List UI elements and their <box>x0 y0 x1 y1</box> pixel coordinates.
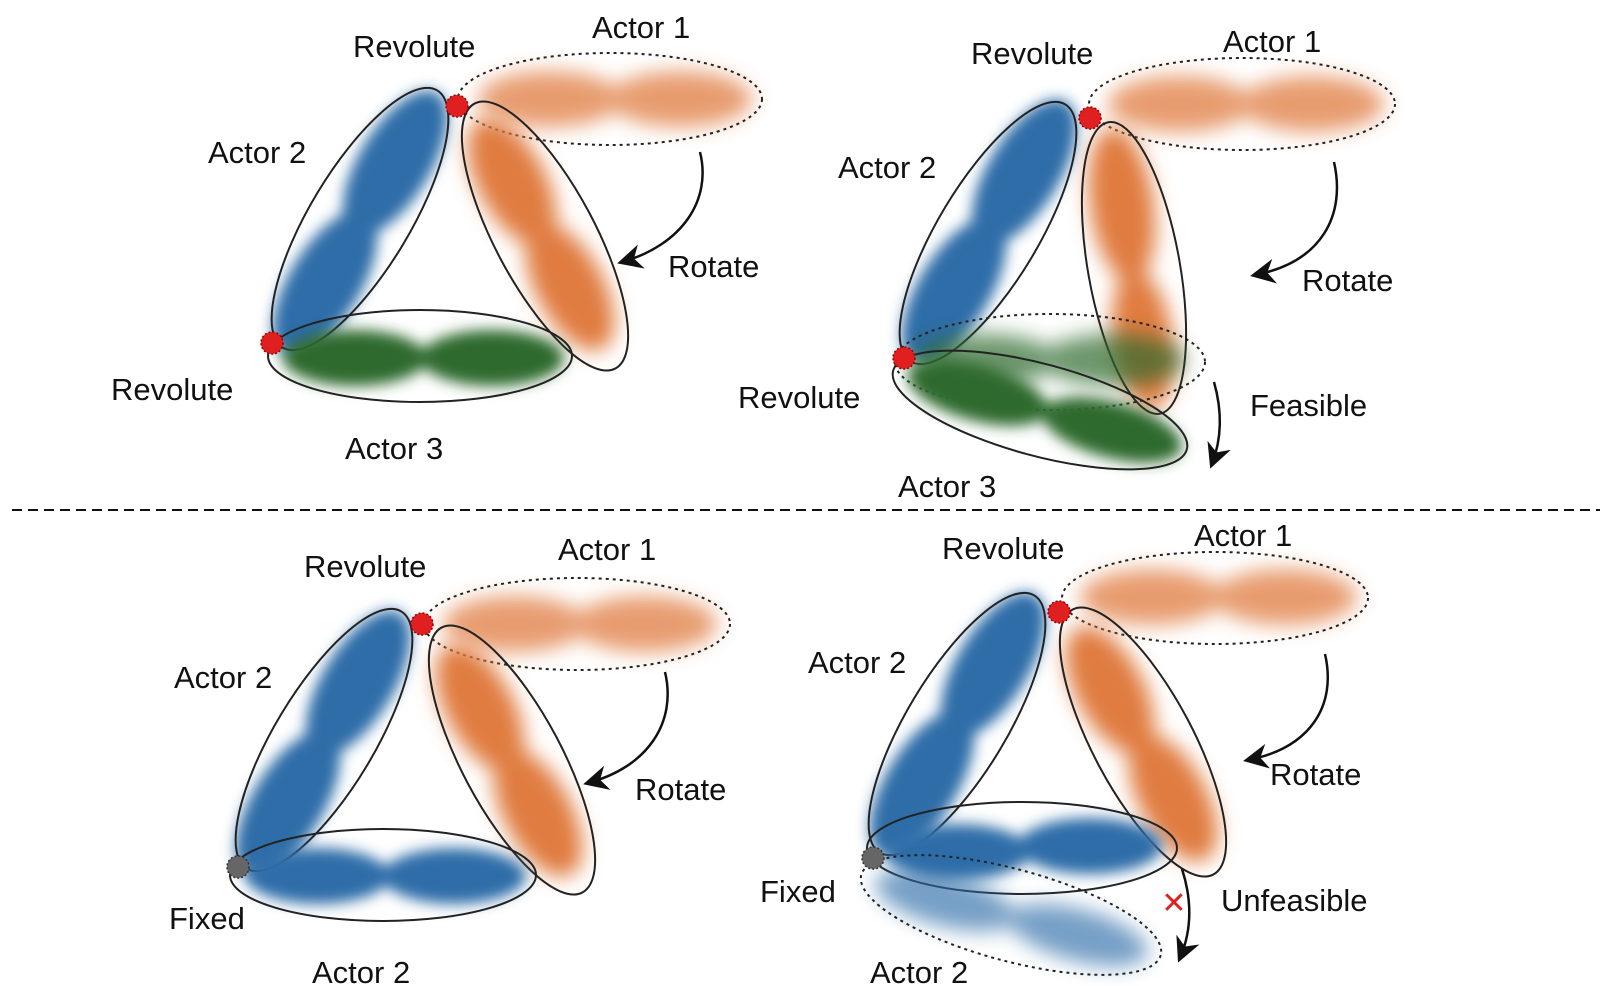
rotate-arrow-icon <box>583 671 669 790</box>
unfeasible-arrow-icon <box>1176 868 1200 963</box>
revolute-label: Revolute <box>942 531 1064 566</box>
panel-top-right: Actor 1 Revolute Actor 2 Rotate Revolute… <box>738 24 1396 504</box>
rotate-arrow-icon <box>617 151 704 269</box>
actor3-label: Actor 3 <box>898 469 996 504</box>
actor3-label: Actor 3 <box>345 431 443 466</box>
fixed-joint-icon <box>226 855 250 879</box>
rotate-label: Rotate <box>1302 263 1393 298</box>
actor1-label: Actor 1 <box>558 532 656 567</box>
actor3-link <box>267 309 573 403</box>
actor1-rotated-link <box>460 100 630 372</box>
actor1-horizontal-link <box>1088 57 1396 151</box>
revolute-joint-icon <box>410 612 434 636</box>
actor1-horizontal-link <box>1061 551 1369 645</box>
fixed-label: Fixed <box>760 874 836 909</box>
actor2-label: Actor 2 <box>174 660 272 695</box>
actor2-lower-link <box>866 801 1178 895</box>
panel-bottom-right: ✕ Actor 1 Revolute Actor 2 Rotate Fixed … <box>760 518 1369 986</box>
actor2-link <box>270 86 450 356</box>
actor1-label: Actor 1 <box>1223 24 1321 59</box>
actor2-label: Actor 2 <box>838 150 936 185</box>
feasible-label: Feasible <box>1250 388 1367 423</box>
actor2-label: Actor 2 <box>208 135 306 170</box>
panel-top-left: Actor 1 Revolute Actor 2 Rotate Revolute… <box>111 10 763 466</box>
actor1-label: Actor 1 <box>1194 518 1292 553</box>
fixed-label: Fixed <box>169 901 245 936</box>
fixed-joint-icon <box>861 846 885 870</box>
actor2-attempted-rotation-link <box>859 854 1163 976</box>
revolute-label: Revolute <box>111 372 233 407</box>
rotate-arrow-icon <box>1250 161 1339 284</box>
actor2-label: Actor 2 <box>808 645 906 680</box>
actor1-horizontal-link <box>457 52 763 146</box>
revolute-joint-icon <box>1078 106 1102 130</box>
actor2-label: Actor 2 <box>870 955 968 986</box>
unfeasible-cross-icon: ✕ <box>1161 886 1186 921</box>
revolute-joint-icon <box>445 94 469 118</box>
unfeasible-label: Unfeasible <box>1221 883 1367 918</box>
actor1-rotated-link <box>427 624 597 896</box>
revolute-joint-icon <box>1047 600 1071 624</box>
feasible-arrow-icon <box>1207 381 1231 469</box>
revolute-label: Revolute <box>738 380 860 415</box>
actor2-link <box>898 99 1078 366</box>
actor3-rotated-link <box>891 349 1189 471</box>
actor1-label: Actor 1 <box>592 10 690 45</box>
rotate-label: Rotate <box>635 772 726 807</box>
actor2-label: Actor 2 <box>312 955 410 986</box>
revolute-label: Revolute <box>304 549 426 584</box>
rotate-label: Rotate <box>1270 757 1361 792</box>
rotate-arrow-icon <box>1243 653 1330 769</box>
revolute-joint-icon <box>892 346 916 370</box>
rotate-label: Rotate <box>668 249 759 284</box>
actor1-rotated-link <box>1058 606 1228 878</box>
panel-bottom-left: Actor 1 Revolute Actor 2 Rotate Fixed Ac… <box>169 532 731 986</box>
actor2-upper-link <box>234 607 414 876</box>
actor2-lower-link <box>229 828 537 922</box>
revolute-label: Revolute <box>353 29 475 64</box>
revolute-joint-icon <box>260 331 284 355</box>
revolute-label: Revolute <box>971 36 1093 71</box>
